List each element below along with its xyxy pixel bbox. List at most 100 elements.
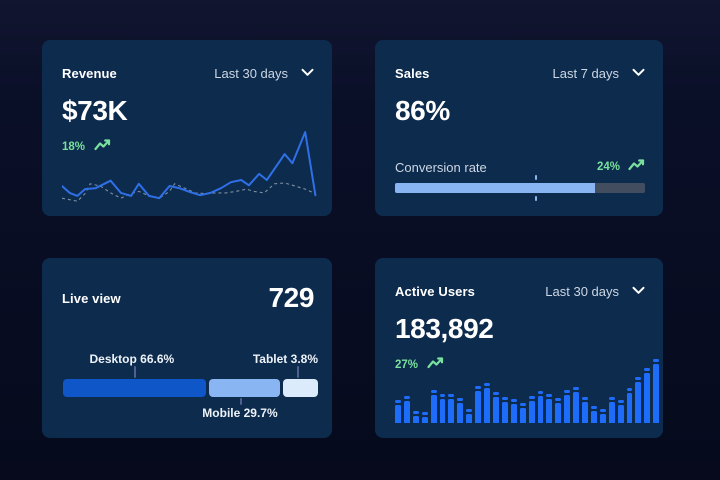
active-users-trend: 27% xyxy=(395,356,444,374)
day-bar-body xyxy=(528,401,535,423)
day-bar-cap xyxy=(519,402,526,406)
day-bar-cap xyxy=(457,398,464,402)
day-bar-cap xyxy=(412,410,419,414)
day-bar-cap xyxy=(537,391,544,394)
day-bar xyxy=(626,387,633,423)
day-bar-cap xyxy=(582,397,588,401)
day-bar-cap xyxy=(430,389,437,393)
day-bar-body xyxy=(564,394,571,423)
conversion-rate-label: Conversion rate xyxy=(395,159,487,175)
day-bar-cap xyxy=(635,376,642,380)
day-bar-body xyxy=(510,404,517,423)
segment-mobile xyxy=(209,379,281,397)
day-bar-body xyxy=(439,399,446,423)
day-bar xyxy=(546,393,553,423)
day-bar-body xyxy=(484,387,490,423)
day-bar-body xyxy=(537,396,544,423)
day-bar-body xyxy=(412,415,419,423)
day-bar-body xyxy=(626,392,633,423)
conversion-progress-marker-top xyxy=(535,175,537,180)
day-bar-body xyxy=(403,401,410,423)
sales-card-header: Sales Last 7 days xyxy=(375,40,663,82)
day-bar-cap xyxy=(617,399,624,403)
revenue-range-dropdown[interactable]: Last 30 days xyxy=(214,64,314,82)
day-bar-cap xyxy=(403,396,410,400)
day-bar xyxy=(430,389,437,423)
sales-value: 86% xyxy=(395,95,450,126)
day-bar xyxy=(653,359,660,423)
day-bar-cap xyxy=(501,396,508,400)
day-bar-body xyxy=(644,372,651,423)
day-bar-body xyxy=(617,404,624,423)
day-bar xyxy=(457,398,464,423)
revenue-range-label: Last 30 days xyxy=(214,65,288,81)
day-bar xyxy=(439,394,446,423)
day-bar xyxy=(448,393,455,423)
day-bar-cap xyxy=(599,408,606,412)
active-users-range-dropdown[interactable]: Last 30 days xyxy=(545,282,645,300)
segment-tablet xyxy=(283,379,318,397)
day-bar-body xyxy=(582,402,588,423)
day-bar-cap xyxy=(528,396,535,400)
day-bar-body xyxy=(421,417,428,423)
day-bar-body xyxy=(599,413,606,423)
day-bar xyxy=(564,389,571,423)
sales-range-dropdown[interactable]: Last 7 days xyxy=(553,64,646,82)
tablet-segment-label: Tablet 3.8% xyxy=(252,352,318,366)
device-stacked-bar xyxy=(63,379,318,397)
active-users-change: 27% xyxy=(395,359,419,371)
desktop-segment-tick xyxy=(133,366,136,378)
day-bar-cap xyxy=(484,382,490,386)
day-bar xyxy=(403,396,410,423)
segment-desktop xyxy=(63,379,207,397)
day-bar xyxy=(484,382,490,423)
revenue-value: $73K xyxy=(62,95,128,126)
day-bar xyxy=(528,396,535,423)
conversion-progress-fill xyxy=(395,183,595,193)
trending-up-icon xyxy=(628,158,645,176)
day-bar xyxy=(590,406,597,423)
day-bar xyxy=(412,410,419,423)
conversion-rate-row: Conversion rate 24% xyxy=(395,158,645,176)
day-bar-body xyxy=(573,392,580,423)
day-bar xyxy=(582,397,588,423)
day-bar-body xyxy=(457,403,464,423)
day-bar-cap xyxy=(546,393,553,397)
day-bar-cap xyxy=(510,399,517,403)
day-bar-body xyxy=(501,401,508,423)
revenue-line-chart xyxy=(62,131,317,202)
tablet-segment-tick xyxy=(297,366,300,378)
chevron-down-icon xyxy=(632,64,645,82)
day-bar xyxy=(635,376,642,423)
day-bar xyxy=(644,367,651,423)
day-bar-cap xyxy=(590,406,597,410)
live-view-card: Live view 729 Desktop 66.6% Tablet 3.8% … xyxy=(42,258,332,438)
day-bar xyxy=(466,408,473,423)
day-bar-cap xyxy=(564,389,571,393)
day-bar xyxy=(510,399,517,423)
day-bar xyxy=(537,391,544,423)
live-view-header: Live view 729 xyxy=(42,258,332,314)
mobile-segment-label: Mobile 29.7% xyxy=(202,406,278,420)
day-bar-cap xyxy=(653,359,660,362)
active-users-card: Active Users Last 30 days 183,892 27% xyxy=(375,258,663,438)
day-bar-body xyxy=(395,404,401,423)
chevron-down-icon xyxy=(632,282,645,300)
day-bar-body xyxy=(519,407,526,423)
live-view-value: 729 xyxy=(268,282,314,313)
day-bar-body xyxy=(466,413,473,423)
revenue-change: 18% xyxy=(62,141,86,153)
day-bar-body xyxy=(448,398,455,423)
revenue-card-title: Revenue xyxy=(62,65,117,81)
conversion-progress-track xyxy=(395,175,645,201)
day-bar-cap xyxy=(626,387,633,391)
conversion-rate-trend: 24% xyxy=(597,158,645,176)
active-users-bar-chart xyxy=(395,359,660,423)
day-bar-body xyxy=(492,397,499,423)
day-bar-cap xyxy=(448,393,455,397)
desktop-segment-label: Desktop 66.6% xyxy=(89,352,175,366)
sales-card: Sales Last 7 days 86% Conversion rate 24… xyxy=(375,40,663,216)
active-users-range-label: Last 30 days xyxy=(545,283,619,299)
day-bar xyxy=(573,387,580,423)
day-bar-cap xyxy=(644,367,651,371)
